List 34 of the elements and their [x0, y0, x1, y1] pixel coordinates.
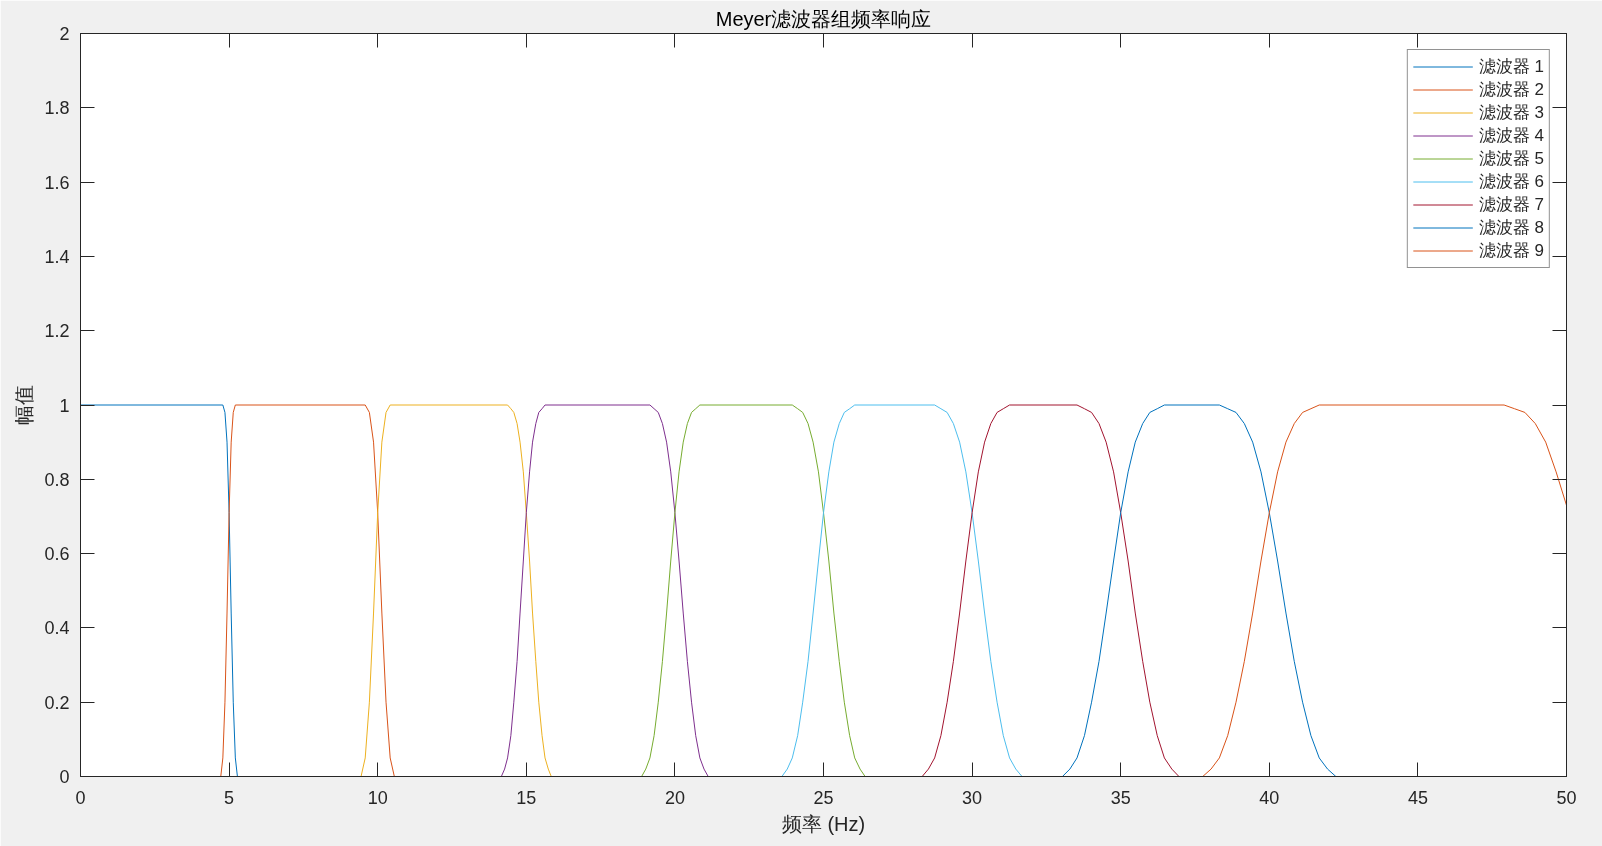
- legend-label: 滤波器 9: [1478, 240, 1544, 262]
- y-tick-label: 1: [59, 395, 70, 416]
- y-tick-label: 1.8: [44, 98, 70, 119]
- x-tick-label: 25: [813, 787, 834, 808]
- x-tick-label: 0: [75, 787, 86, 808]
- legend-label: 滤波器 1: [1478, 56, 1544, 78]
- x-tick-label: 10: [367, 787, 388, 808]
- x-tick-label: 35: [1110, 787, 1131, 808]
- x-axis-title: 频率 (Hz): [781, 812, 866, 835]
- x-tick-label: 15: [516, 787, 537, 808]
- y-axis-title: 幅值: [13, 385, 36, 425]
- x-tick-label: 20: [664, 787, 685, 808]
- chart-title: Meyer滤波器组频率响应: [715, 8, 932, 30]
- y-tick-label: 1.6: [44, 172, 70, 193]
- y-tick-label: 0.4: [44, 618, 70, 639]
- x-tick-label: 40: [1259, 787, 1280, 808]
- y-tick-label: 0.8: [44, 469, 70, 490]
- y-tick-label: 2: [59, 24, 70, 44]
- x-tick-label: 50: [1556, 787, 1577, 808]
- y-tick-label: 1.4: [44, 246, 70, 267]
- legend-label: 滤波器 4: [1478, 125, 1544, 147]
- x-tick-label: 30: [962, 787, 983, 808]
- legend-label: 滤波器 2: [1478, 79, 1544, 101]
- legend-label: 滤波器 3: [1478, 102, 1544, 124]
- legend-label: 滤波器 5: [1478, 148, 1544, 170]
- x-tick-label: 5: [224, 787, 235, 808]
- legend-label: 滤波器 8: [1478, 217, 1544, 239]
- legend-label: 滤波器 7: [1478, 194, 1544, 216]
- y-tick-label: 0.6: [44, 544, 70, 565]
- y-tick-label: 1.2: [44, 321, 70, 342]
- x-tick-label: 45: [1407, 787, 1428, 808]
- y-tick-label: 0.2: [44, 692, 70, 713]
- y-tick-label: 0: [59, 767, 70, 787]
- legend-label: 滤波器 6: [1478, 171, 1544, 193]
